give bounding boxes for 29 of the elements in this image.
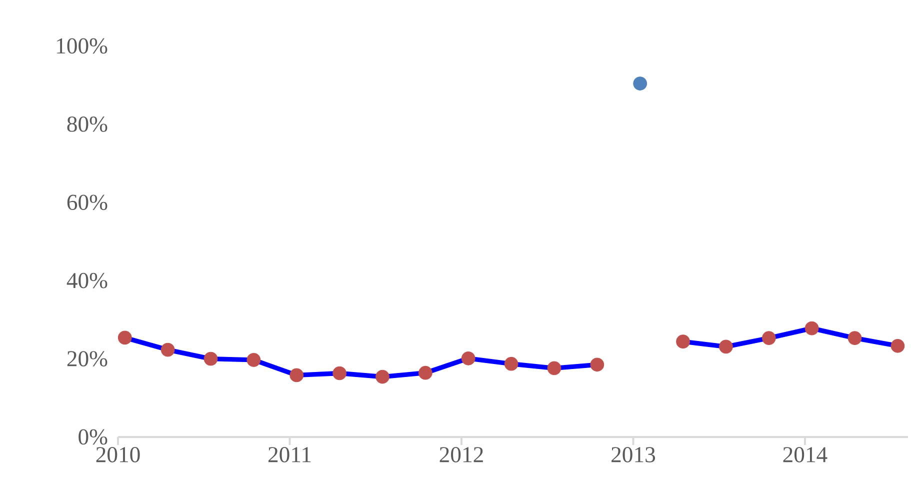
point: [332, 366, 346, 380]
point: [848, 331, 862, 345]
point: [676, 334, 690, 349]
y-tick-label: 100%: [57, 38, 108, 54]
point: [633, 76, 648, 90]
point: [118, 330, 132, 345]
point: [376, 370, 390, 384]
point: [461, 351, 476, 366]
y-tick-label: 0%: [78, 429, 108, 445]
x-tick-label: 2011: [268, 447, 311, 462]
point: [418, 366, 432, 380]
y-tick-label: 20%: [67, 351, 108, 366]
y-tick-label: 40%: [66, 272, 108, 288]
point: [719, 340, 733, 354]
x-tick-label: 2010: [96, 447, 140, 462]
point: [590, 358, 604, 372]
point: [547, 361, 562, 376]
y-tick-label: 80%: [67, 116, 108, 132]
x-tick-label: 2013: [612, 447, 656, 462]
point: [504, 356, 518, 371]
y-tick-label: 60%: [67, 194, 108, 210]
point: [804, 321, 819, 336]
point: [246, 353, 261, 367]
point: [762, 331, 776, 345]
x-tick-label: 2012: [440, 447, 483, 462]
point: [204, 352, 218, 366]
point: [290, 368, 304, 382]
x-tick-label: 2014: [783, 447, 828, 462]
point: [160, 342, 175, 357]
